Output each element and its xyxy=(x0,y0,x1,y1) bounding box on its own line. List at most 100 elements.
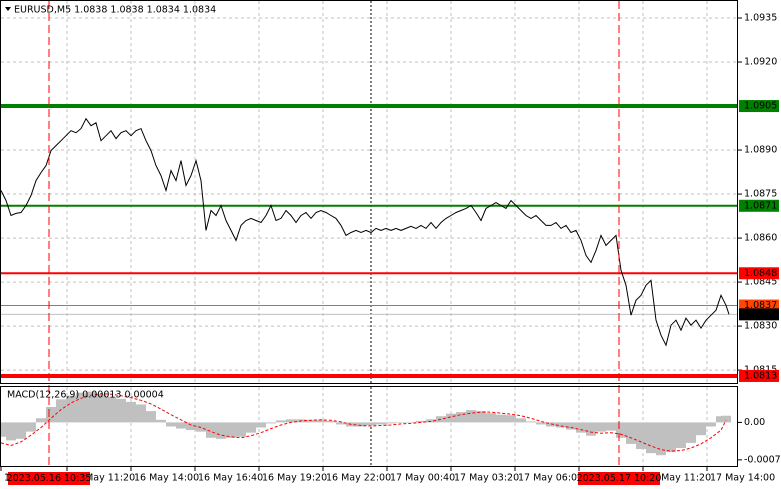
macd-bar xyxy=(316,419,326,423)
level-label: 1.0834 xyxy=(744,309,777,320)
macd-bar xyxy=(496,414,506,423)
macd-bar xyxy=(156,419,166,423)
macd-bar xyxy=(216,422,226,439)
macd-bar xyxy=(116,398,126,423)
level-label: 1.0905 xyxy=(744,101,777,112)
macd-bar xyxy=(456,412,466,423)
x-tick-label: 16 May 16:40 xyxy=(198,473,263,484)
event-label-box xyxy=(578,472,660,485)
level-label-box xyxy=(739,308,779,321)
event-label: 2023.05.17 10:20 xyxy=(577,473,662,484)
macd-bar xyxy=(86,391,96,423)
macd-bar xyxy=(426,419,436,423)
macd-bar xyxy=(66,395,76,423)
macd-bar xyxy=(16,422,26,439)
macd-bar xyxy=(721,415,731,423)
macd-bar xyxy=(516,418,526,423)
y-tick-label: 1.0875 xyxy=(744,189,777,200)
y-tick-label: -0.00073 xyxy=(744,454,781,465)
macd-bar xyxy=(176,422,186,429)
macd-bar xyxy=(166,422,176,427)
macd-bar xyxy=(606,422,616,431)
macd-bar xyxy=(476,411,486,423)
x-tick-label: 16 May 19:20 xyxy=(262,473,327,484)
level-label: 1.0848 xyxy=(744,268,777,279)
event-label: 2023.05.16 10:35 xyxy=(7,473,92,484)
macd-bar xyxy=(696,422,706,436)
macd-bar xyxy=(326,420,336,423)
macd-bar xyxy=(276,420,286,423)
macd-bar xyxy=(6,422,16,441)
level-label-box xyxy=(739,199,779,212)
macd-bar xyxy=(396,422,406,423)
macd-bar xyxy=(436,416,446,423)
macd-bar xyxy=(506,415,516,423)
macd-bar xyxy=(656,422,666,456)
macd-bar xyxy=(596,422,606,432)
macd-bar xyxy=(546,422,556,427)
x-tick-label: 17 May 14:00 xyxy=(710,473,775,484)
level-label-box xyxy=(739,100,779,113)
x-tick-label: 16 May 11:20 xyxy=(70,473,135,484)
macd-bar xyxy=(46,407,56,423)
macd-bar xyxy=(406,421,416,423)
y-tick-label: 1.0860 xyxy=(744,233,777,244)
macd-bar xyxy=(626,422,636,444)
macd-bar xyxy=(586,422,596,436)
y-tick-label: 1.0845 xyxy=(744,277,777,288)
x-tick-label: 17 May 06:00 xyxy=(518,473,583,484)
macd-frame xyxy=(0,386,738,467)
macd-bar xyxy=(226,422,236,438)
macd-bar xyxy=(556,422,566,428)
macd-bar xyxy=(0,422,6,437)
price-line xyxy=(0,117,730,347)
macd-bar xyxy=(236,422,246,437)
menu-arrow[interactable] xyxy=(5,7,11,11)
x-tick-label: 16 May 22:00 xyxy=(326,473,391,484)
macd-bar xyxy=(646,422,656,454)
macd-bar xyxy=(106,396,116,423)
macd-bar xyxy=(576,422,586,433)
macd-bar xyxy=(246,422,256,433)
x-tick-label: 17 May 03:20 xyxy=(454,473,519,484)
macd-bar xyxy=(186,422,196,431)
macd-bar xyxy=(26,422,36,432)
y-tick-label: 0.00 xyxy=(744,417,765,428)
macd-bar xyxy=(386,422,396,424)
macd-bar xyxy=(136,404,146,423)
level-label-box xyxy=(739,267,779,280)
level-label: 1.0871 xyxy=(744,200,777,211)
macd-bar xyxy=(536,422,546,425)
macd-bar xyxy=(356,422,366,427)
macd-bar xyxy=(686,422,696,443)
macd-bar xyxy=(416,420,426,423)
macd-bar xyxy=(336,422,346,425)
y-tick-label: 1.0920 xyxy=(744,57,777,68)
macd-bar xyxy=(526,421,536,423)
macd-bar xyxy=(146,411,156,423)
y-tick-label: 1.0935 xyxy=(744,13,777,24)
signal-line xyxy=(0,393,727,452)
macd-bar xyxy=(566,422,576,430)
macd-bar xyxy=(206,422,216,438)
x-tick-label: 16 May 14:00 xyxy=(134,473,199,484)
macd-bar xyxy=(376,422,386,425)
x-tick-label: 17 May 00:40 xyxy=(390,473,455,484)
macd-bar xyxy=(666,422,676,453)
price-frame xyxy=(0,0,738,384)
macd-bar xyxy=(486,413,496,423)
event-label-box xyxy=(8,472,90,485)
macd-bar xyxy=(306,419,316,423)
level-label: 1.0837 xyxy=(744,300,777,311)
macd-bar xyxy=(36,418,46,423)
macd-bar xyxy=(256,422,266,428)
macd-bar xyxy=(466,410,476,423)
macd-bar xyxy=(266,422,276,424)
chart-title: EURUSD,M5 1.0838 1.0838 1.0834 1.0834 xyxy=(14,5,216,16)
macd-title: MACD(12,26,9) 0.00013 0.00004 xyxy=(7,390,164,401)
x-tick-label: 17 May 11:20 xyxy=(646,473,711,484)
macd-bar xyxy=(636,422,646,450)
